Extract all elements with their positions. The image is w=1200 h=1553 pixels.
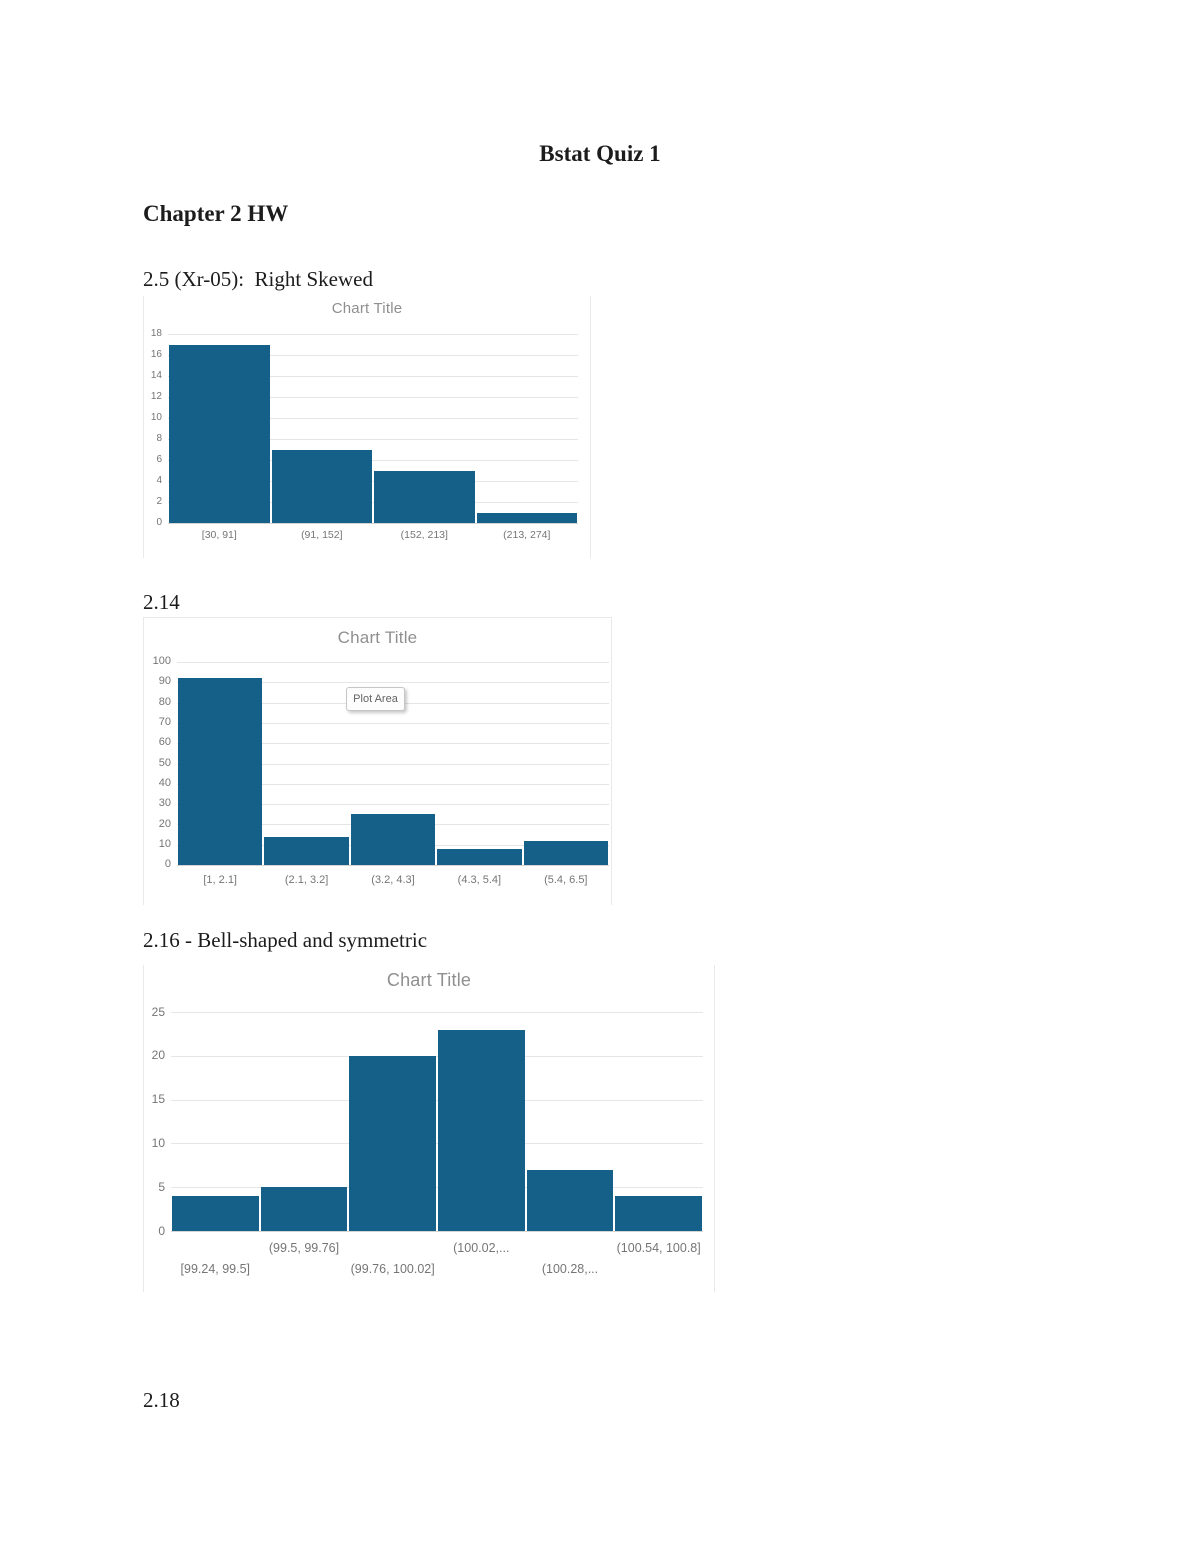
y-axis-tick-label: 4	[156, 474, 162, 486]
x-axis-bin-label: [1, 2.1]	[203, 874, 237, 886]
y-axis-tick-label: 25	[151, 1004, 165, 1019]
histogram-bar	[438, 1029, 525, 1231]
y-axis-tick-label: 80	[158, 695, 171, 708]
histogram-bar	[260, 1187, 348, 1231]
x-axis-bin-label: (91, 152]	[301, 529, 343, 541]
y-gridline	[177, 662, 609, 663]
y-axis-tick-label: 0	[156, 516, 162, 528]
y-gridline	[168, 439, 578, 440]
chapter-heading: Chapter 2 HW	[143, 201, 289, 226]
problem-2-16-label: 2.16 - Bell-shaped and symmetric	[143, 928, 428, 952]
problem-2-14-label: 2.14	[143, 590, 180, 614]
x-axis-bin-label: (152, 213]	[400, 529, 448, 541]
x-axis-bin-label: (100.28,...	[541, 1262, 599, 1276]
y-axis-tick-label: 12	[150, 390, 162, 402]
y-axis-tick-label: 15	[151, 1092, 165, 1107]
x-axis-bin-label: (100.54, 100.8]	[616, 1241, 701, 1255]
doc-title: Bstat Quiz 1	[539, 141, 661, 166]
y-axis-tick-label: 20	[158, 817, 171, 830]
y-axis-tick-label: 70	[158, 716, 171, 729]
y-axis-tick-label: 30	[158, 797, 171, 810]
x-axis-bin-label: [30, 91]	[201, 529, 237, 541]
histogram-bar	[615, 1196, 702, 1231]
y-gridline	[177, 682, 609, 684]
y-axis-tick-label: 6	[156, 453, 162, 465]
y-gridline	[168, 523, 578, 524]
x-axis-bin-label: (100.02,...	[453, 1241, 510, 1255]
x-axis-bin-label: (99.76, 100.02]	[350, 1262, 435, 1276]
y-axis-tick-label: 16	[150, 348, 162, 360]
y-axis-tick-label: 50	[158, 756, 171, 769]
chart-title: Chart Title	[331, 300, 403, 317]
histogram-bar	[437, 848, 522, 865]
y-gridline	[171, 1099, 703, 1101]
y-axis-tick-label: 20	[151, 1048, 165, 1063]
y-gridline	[168, 397, 578, 398]
y-gridline	[168, 334, 578, 335]
histogram-bar	[523, 840, 608, 865]
histogram-2-14[interactable]: Chart Title 0 10 20 30 40 50 60 70 80 90 100 [1, 2.1…	[143, 617, 612, 905]
y-axis-tick-label: 0	[164, 858, 171, 871]
y-gridline	[177, 783, 609, 785]
histogram-bar	[526, 1169, 614, 1231]
y-axis-tick-label: 8	[156, 432, 162, 444]
plot-area-tooltip: Plot Area	[346, 687, 405, 711]
y-axis-tick-label: 2	[156, 495, 162, 507]
y-gridline	[177, 865, 609, 866]
y-axis-tick-label: 10	[158, 837, 171, 850]
histogram-2-5-right-skewed[interactable]: Chart Title 0 2 4 6 8 10 12 14 16 18 [30, 91] (91, 1…	[143, 296, 591, 558]
histogram-2-16-bell-shaped[interactable]: Chart Title 0 5 10 15 20 25 [99.24, 99.5] (99.5,…	[143, 965, 715, 1292]
y-axis-tick-label: 100	[152, 655, 171, 668]
y-axis-tick-label: 14	[150, 369, 162, 381]
histogram-bar	[264, 836, 349, 865]
y-gridline	[171, 1012, 703, 1013]
y-axis-tick-label: 10	[150, 411, 162, 423]
y-gridline	[168, 355, 578, 356]
chart-title: Chart Title	[386, 970, 472, 990]
x-axis-bin-label: (4.3, 5.4]	[457, 874, 502, 886]
x-axis-bin-label: (3.2, 4.3]	[371, 874, 415, 886]
y-gridline	[177, 763, 609, 765]
problem-2-18-label: 2.18	[143, 1388, 180, 1412]
y-axis-tick-label: 0	[158, 1223, 165, 1238]
y-gridline	[171, 1055, 703, 1057]
histogram-bar	[350, 814, 436, 866]
x-axis-bin-label: (2.1, 3.2]	[284, 874, 329, 886]
y-gridline	[171, 1187, 703, 1189]
y-gridline	[177, 722, 609, 724]
y-axis-tick-label: 10	[151, 1135, 165, 1150]
x-axis-bin-label: [99.24, 99.5]	[180, 1262, 251, 1276]
y-gridline	[168, 418, 578, 419]
x-axis-bin-label: (213, 274]	[503, 529, 551, 541]
y-gridline	[168, 460, 578, 461]
x-axis-bin-label: (5.4, 6.5]	[544, 874, 588, 886]
y-axis-tick-label: 18	[150, 327, 162, 339]
histogram-bar	[172, 1196, 259, 1231]
histogram-bar	[349, 1055, 436, 1231]
problem-2-5-label: 2.5 (Xr-05): Right Skewed	[143, 267, 373, 291]
histogram-bar	[374, 470, 475, 523]
y-gridline	[168, 502, 578, 503]
histogram-bar	[271, 449, 372, 523]
y-axis-tick-label: 40	[158, 776, 171, 789]
chart-title: Chart Title	[337, 628, 418, 647]
histogram-bar	[178, 678, 263, 865]
y-axis-tick-label: 60	[158, 736, 171, 749]
y-gridline	[177, 804, 609, 806]
histogram-bar	[476, 512, 577, 523]
y-gridline	[171, 1143, 703, 1145]
y-gridline	[168, 481, 578, 482]
x-axis-bin-label: (99.5, 99.76]	[268, 1241, 340, 1255]
histogram-bar	[169, 344, 270, 523]
y-axis-tick-label: 90	[158, 675, 171, 688]
y-gridline	[177, 743, 609, 745]
y-gridline	[171, 1231, 703, 1232]
y-gridline	[168, 376, 578, 377]
y-axis-tick-label: 5	[158, 1179, 165, 1194]
